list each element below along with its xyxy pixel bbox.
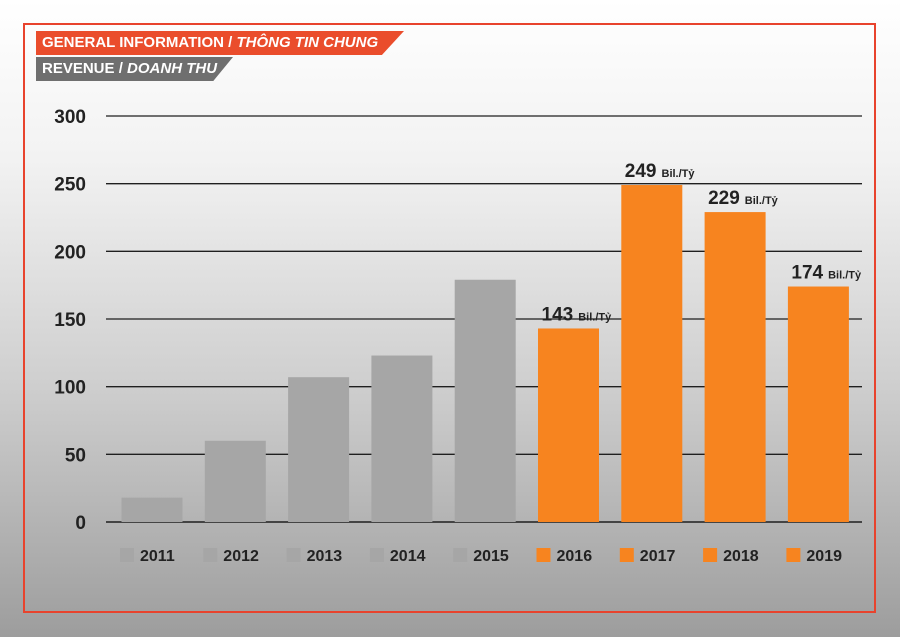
- banner-title-vi: THÔNG TIN CHUNG: [236, 34, 379, 51]
- y-tick-label-150: 150: [54, 310, 86, 331]
- y-tick-label-200: 200: [54, 242, 86, 263]
- bar-2019: [787, 286, 849, 522]
- legend-label-2013: 2013: [307, 548, 343, 565]
- bar-2016: [538, 328, 599, 522]
- section-banner: GENERAL INFORMATION / THÔNG TIN CHUNG: [36, 31, 404, 55]
- y-tick-label-0: 0: [75, 513, 86, 534]
- chart-frame: [23, 23, 876, 613]
- legend-label-2019: 2019: [806, 548, 842, 565]
- bar-2011: [121, 497, 183, 522]
- legend-label-2017: 2017: [640, 548, 676, 565]
- bar-2017: [621, 185, 683, 522]
- chart-title-banner: REVENUE / DOANH THU: [36, 57, 233, 81]
- data-label-2017: 249 Bil./Tỷ: [625, 161, 696, 182]
- legend-label-2011: 2011: [140, 548, 175, 565]
- legend-swatch-2015: [453, 548, 468, 562]
- data-label-2018: 229 Bil./Tỷ: [708, 188, 779, 209]
- legend-swatch-2011: [120, 548, 134, 562]
- bar-2013: [288, 377, 350, 522]
- legend-swatch-2019: [786, 548, 801, 562]
- bar-2012: [204, 440, 266, 522]
- bar-2014: [371, 355, 433, 522]
- legend-label-2014: 2014: [390, 548, 426, 565]
- y-tick-label-50: 50: [65, 445, 86, 466]
- legend-label-2012: 2012: [223, 548, 259, 565]
- legend-swatch-2018: [703, 548, 718, 562]
- legend-swatch-2013: [286, 548, 301, 562]
- legend-label-2016: 2016: [557, 548, 593, 565]
- chart-title-en: REVENUE: [42, 60, 115, 77]
- banner-separator: /: [223, 34, 237, 51]
- legend-swatch-2014: [369, 548, 384, 562]
- y-tick-label-100: 100: [54, 378, 86, 399]
- data-label-2019: 174 Bil./Tỷ: [791, 263, 862, 284]
- chart-title-vi: DOANH THU: [127, 60, 218, 77]
- legend-swatch-2012: [203, 548, 218, 562]
- legend-label-2015: 2015: [473, 548, 509, 565]
- bar-2018: [704, 212, 766, 522]
- legend-swatch-2016: [536, 548, 551, 562]
- y-tick-label-300: 300: [54, 107, 86, 128]
- chart-title-separator: /: [114, 60, 128, 77]
- bar-2015: [454, 279, 516, 522]
- y-tick-label-250: 250: [54, 175, 86, 196]
- legend-swatch-2017: [619, 548, 634, 562]
- banner-title-en: GENERAL INFORMATION: [42, 34, 224, 51]
- legend-label-2018: 2018: [723, 548, 759, 565]
- data-label-2016: 143 Bil./Tỷ: [542, 304, 613, 325]
